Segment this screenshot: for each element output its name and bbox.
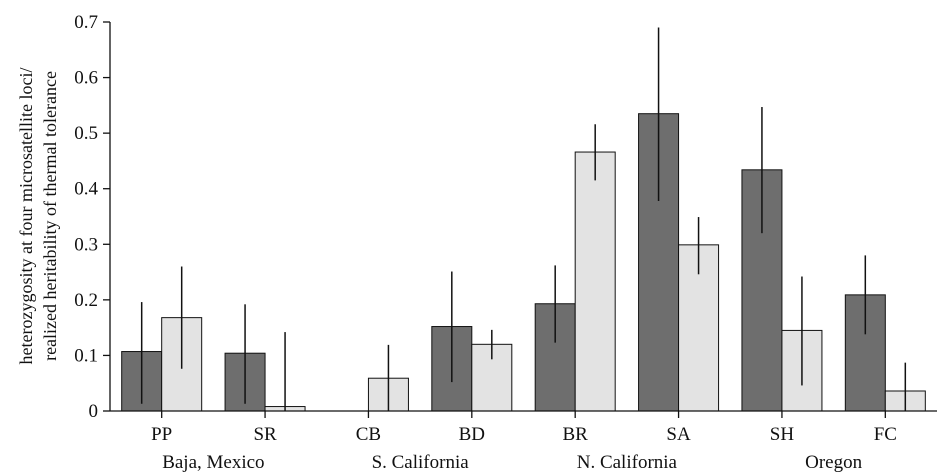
x-tick-label-sr: SR — [253, 424, 277, 445]
x-tick-label-br: BR — [563, 424, 589, 445]
x-tick-label-sa: SA — [666, 424, 691, 445]
y-tick-label: 0 — [89, 401, 99, 422]
y-tick-label: 0.4 — [74, 179, 98, 200]
y-axis-label-line-1: heterozygosity at four microsatellite lo… — [16, 68, 36, 365]
x-tick-label-cb: CB — [356, 424, 381, 445]
y-axis: 0 0.1 0.2 0.3 0.4 0.5 0.6 0.7 — [74, 12, 111, 422]
region-group-labels: Baja, Mexico S. California N. California Or… — [162, 452, 862, 473]
x-axis — [110, 410, 937, 418]
group-label-2: S. California — [372, 452, 470, 473]
bar-series-2-br — [574, 151, 616, 412]
x-category-labels: PP SR CB BD BR SA SH FC — [151, 424, 897, 445]
group-label-1: Baja, Mexico — [162, 452, 264, 473]
error-bars — [140, 27, 907, 411]
group-label-3: N. California — [577, 452, 678, 473]
x-tick-label-bd: BD — [459, 424, 485, 445]
y-tick-label: 0.5 — [74, 123, 98, 144]
x-tick-label-pp: PP — [151, 424, 172, 445]
bars — [121, 113, 926, 412]
group-label-4: Oregon — [805, 452, 862, 473]
y-axis-label-line-2: realized heritability of thermal toleran… — [40, 71, 60, 361]
y-tick-label: 0.7 — [74, 12, 98, 33]
y-tick-label: 0.3 — [74, 234, 98, 255]
x-tick-label-sh: SH — [770, 424, 795, 445]
y-tick-label: 0.1 — [74, 345, 98, 366]
x-tick-label-fc: FC — [874, 424, 897, 445]
y-tick-label: 0.2 — [74, 290, 98, 311]
y-tick-label: 0.6 — [74, 68, 98, 89]
y-axis-title: heterozygosity at four microsatellite lo… — [16, 68, 60, 365]
